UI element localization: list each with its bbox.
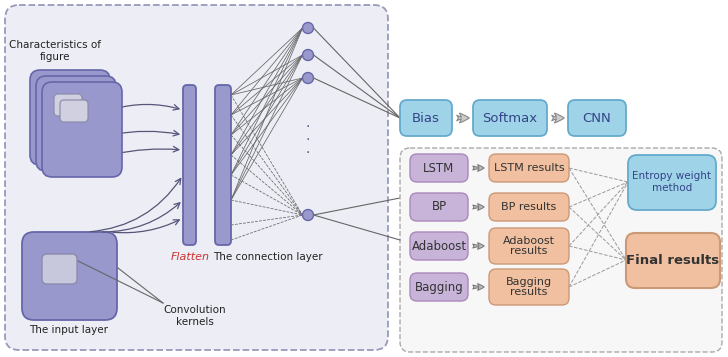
Text: ·
·
·: · · · [306, 120, 310, 160]
Text: CNN: CNN [582, 111, 612, 125]
Text: Bias: Bias [412, 111, 440, 125]
FancyBboxPatch shape [36, 76, 116, 171]
FancyBboxPatch shape [473, 100, 547, 136]
FancyBboxPatch shape [410, 154, 468, 182]
Text: LSTM: LSTM [424, 161, 454, 175]
FancyBboxPatch shape [489, 269, 569, 305]
Text: BP results: BP results [502, 202, 557, 212]
Text: Characteristics of
figure: Characteristics of figure [9, 40, 101, 62]
Circle shape [303, 22, 314, 34]
FancyBboxPatch shape [42, 82, 122, 177]
Text: Adaboost: Adaboost [411, 240, 467, 252]
FancyBboxPatch shape [48, 88, 76, 110]
FancyBboxPatch shape [626, 233, 720, 288]
Text: Bagging
results: Bagging results [506, 277, 552, 297]
FancyBboxPatch shape [60, 100, 88, 122]
FancyBboxPatch shape [5, 5, 388, 350]
FancyBboxPatch shape [489, 228, 569, 264]
Text: Softmax: Softmax [483, 111, 537, 125]
Text: The input layer: The input layer [30, 325, 108, 335]
Text: BP: BP [432, 201, 446, 213]
Circle shape [303, 72, 314, 84]
Text: Final results: Final results [626, 253, 719, 266]
FancyBboxPatch shape [400, 148, 722, 352]
FancyBboxPatch shape [410, 273, 468, 301]
FancyBboxPatch shape [400, 100, 452, 136]
FancyBboxPatch shape [489, 193, 569, 221]
FancyBboxPatch shape [42, 254, 77, 284]
Text: The connection layer: The connection layer [213, 252, 323, 262]
Text: LSTM results: LSTM results [494, 163, 564, 173]
Text: Adaboost
results: Adaboost results [503, 236, 555, 256]
Text: Bagging: Bagging [415, 281, 464, 293]
Text: Flatten: Flatten [170, 252, 210, 262]
FancyBboxPatch shape [628, 155, 716, 210]
FancyBboxPatch shape [215, 85, 231, 245]
FancyBboxPatch shape [568, 100, 626, 136]
FancyBboxPatch shape [410, 193, 468, 221]
FancyBboxPatch shape [410, 232, 468, 260]
FancyBboxPatch shape [30, 70, 110, 165]
FancyBboxPatch shape [489, 154, 569, 182]
Circle shape [303, 210, 314, 221]
FancyBboxPatch shape [183, 85, 196, 245]
FancyBboxPatch shape [22, 232, 117, 320]
FancyBboxPatch shape [54, 94, 82, 116]
Text: Entropy weight
method: Entropy weight method [633, 171, 711, 193]
Text: Convolution
kernels: Convolution kernels [164, 305, 226, 327]
Circle shape [303, 50, 314, 60]
